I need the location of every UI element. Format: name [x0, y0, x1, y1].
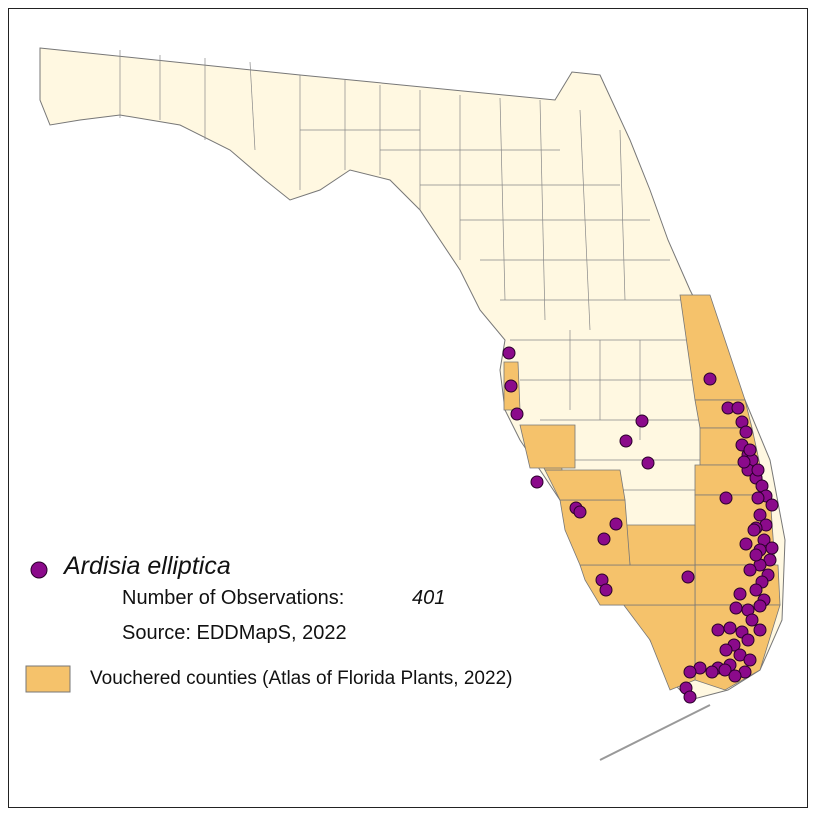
- observation-point: [719, 491, 733, 505]
- county-collier: [579, 564, 696, 606]
- observation-point: [641, 456, 655, 470]
- observation-point: [753, 599, 767, 613]
- county-manatee: [519, 424, 576, 469]
- observation-point: [683, 690, 697, 704]
- observation-point: [743, 653, 757, 667]
- county-monroe: [599, 599, 696, 691]
- observation-point: [765, 541, 779, 555]
- observation-point: [731, 401, 745, 415]
- legend-source: Source: EDDMapS, 2022: [122, 622, 347, 644]
- legend-species-name: Ardisia elliptica: [64, 552, 231, 580]
- legend-point-symbol: [30, 561, 48, 579]
- observation-point: [711, 623, 725, 637]
- observation-point: [573, 505, 587, 519]
- observation-point: [739, 537, 753, 551]
- observation-point: [733, 587, 747, 601]
- observation-point: [705, 665, 719, 679]
- observation-point: [510, 407, 524, 421]
- observation-point: [504, 379, 518, 393]
- observation-point: [635, 414, 649, 428]
- observation-point: [703, 372, 717, 386]
- observation-point: [743, 443, 757, 457]
- county-hendry: [624, 524, 696, 566]
- legend-voucher-swatch: [25, 665, 71, 693]
- observation-point: [619, 434, 633, 448]
- observation-point: [751, 491, 765, 505]
- observation-points: [502, 346, 779, 704]
- observation-point: [749, 548, 763, 562]
- observation-point: [737, 455, 751, 469]
- observation-point: [741, 633, 755, 647]
- legend-observations-value: 401: [412, 587, 446, 609]
- observation-point: [753, 623, 767, 637]
- observation-point: [751, 463, 765, 477]
- observation-point: [753, 508, 767, 522]
- observation-point: [765, 498, 779, 512]
- legend-vouchered-label: Vouchered counties (Atlas of Florida Pla…: [90, 668, 513, 689]
- county-charlotte: [544, 469, 626, 501]
- observation-point: [723, 621, 737, 635]
- observation-point: [597, 532, 611, 546]
- map-frame: [8, 8, 808, 808]
- observation-point: [739, 425, 753, 439]
- florida-keys: [599, 704, 711, 761]
- observation-point: [683, 665, 697, 679]
- county-lines: [119, 50, 700, 491]
- observation-point: [745, 613, 759, 627]
- observation-point: [728, 669, 742, 683]
- legend-observations-label: Number of Observations:: [122, 587, 345, 609]
- observation-point: [718, 663, 732, 677]
- observation-point: [530, 475, 544, 489]
- observation-point: [681, 570, 695, 584]
- observation-point: [599, 583, 613, 597]
- observation-point: [729, 601, 743, 615]
- observation-point: [749, 583, 763, 597]
- observation-point: [609, 517, 623, 531]
- observation-point: [743, 563, 757, 577]
- observation-point: [719, 643, 733, 657]
- observation-point: [747, 523, 761, 537]
- observation-point: [502, 346, 516, 360]
